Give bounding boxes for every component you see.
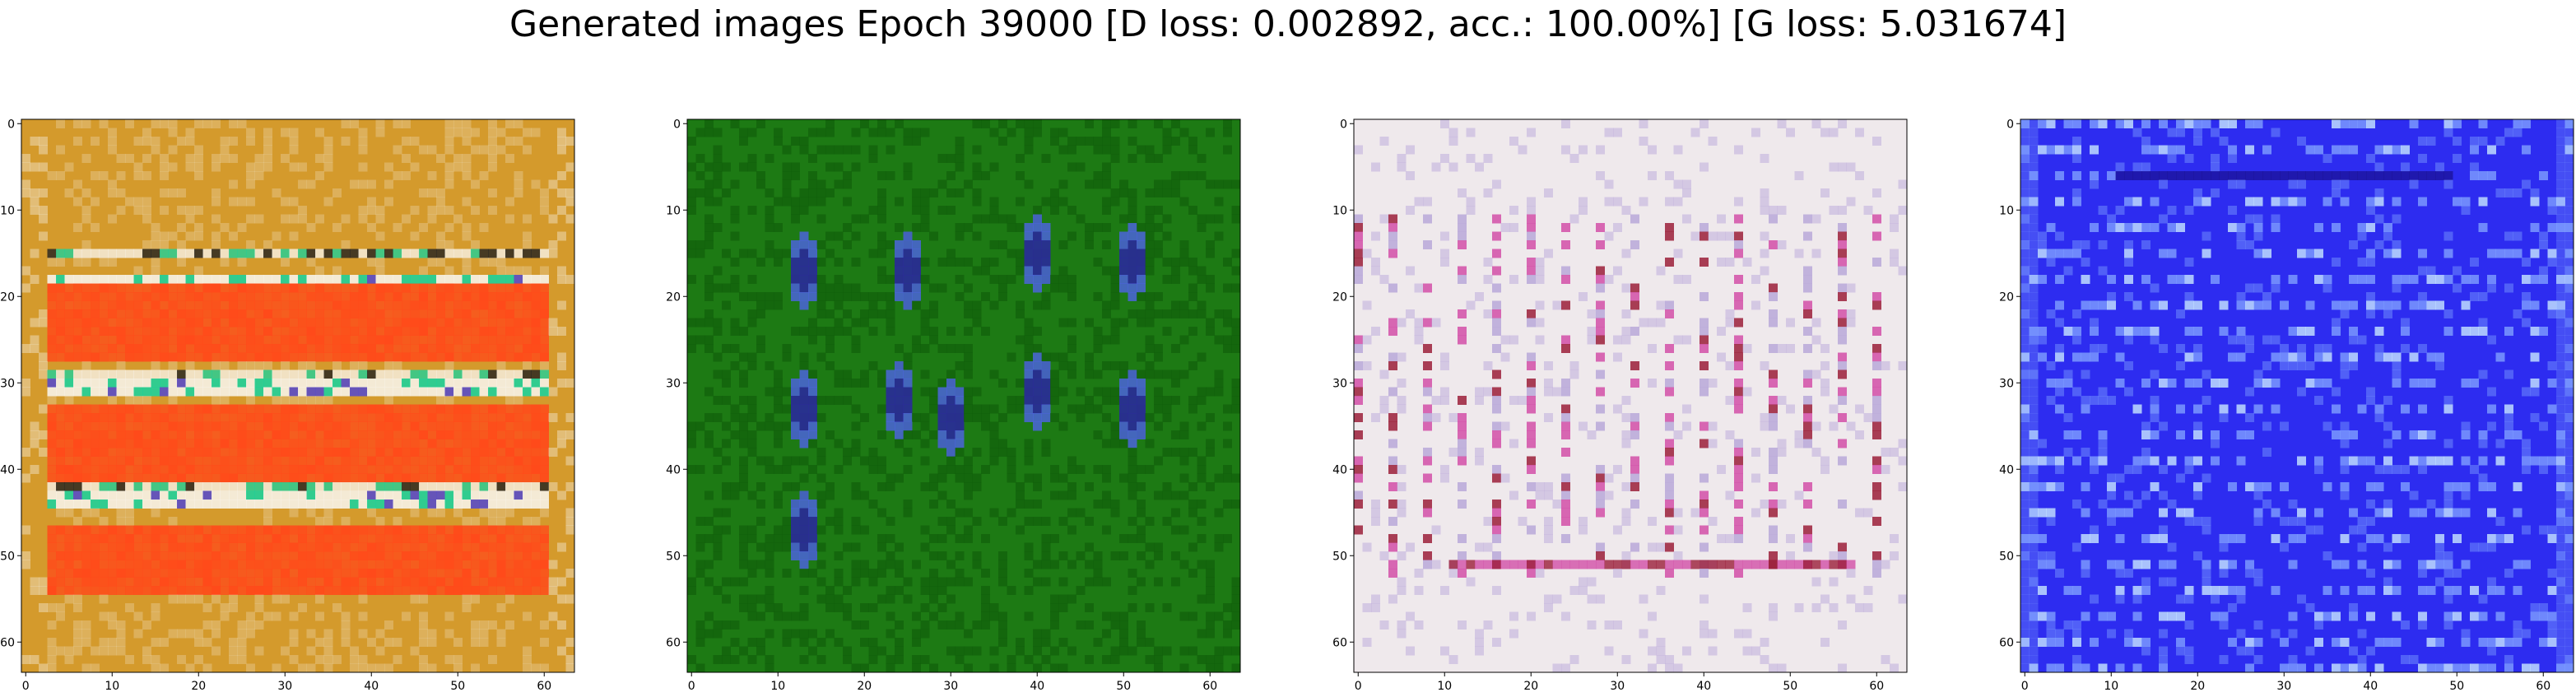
y-tick-label: 10 [0,204,15,217]
x-tick-label: 10 [770,680,785,693]
y-tick-label: 20 [1999,290,2014,304]
y-tick-label: 40 [0,463,15,476]
x-tick-label: 0 [1355,680,1362,693]
x-tick-label: 0 [22,680,30,693]
x-tick-label: 20 [1523,680,1538,693]
x-tick-label: 30 [943,680,958,693]
sample-1-image [21,119,575,673]
sample-3-image [1354,119,1908,673]
x-tick-label: 40 [1030,680,1044,693]
y-tick-label: 60 [666,636,681,649]
y-tick-label: 10 [666,204,681,217]
y-tick-label: 20 [0,290,15,304]
y-tick-label: 0 [7,118,15,131]
y-tick-label: 60 [1999,636,2014,649]
x-tick-label: 40 [364,680,379,693]
y-tick-label: 30 [1332,377,1347,390]
x-tick-label: 60 [1869,680,1884,693]
y-tick-label: 10 [1332,204,1347,217]
x-tick-label: 10 [2104,680,2118,693]
y-tick-label: 30 [0,377,15,390]
x-tick-label: 60 [537,680,551,693]
x-tick-label: 50 [1783,680,1797,693]
figure-title: Generated images Epoch 39000 [D loss: 0.… [0,0,2576,49]
x-tick-label: 30 [1610,680,1625,693]
x-tick-label: 20 [191,680,206,693]
x-tick-label: 50 [2449,680,2464,693]
y-tick-label: 40 [1332,463,1347,476]
y-tick-label: 0 [673,118,681,131]
x-tick-label: 50 [1116,680,1131,693]
y-tick-label: 10 [1999,204,2014,217]
y-tick-label: 40 [666,463,681,476]
x-tick-label: 10 [105,680,119,693]
y-tick-label: 30 [1999,377,2014,390]
x-tick-label: 40 [1696,680,1711,693]
x-tick-label: 10 [1437,680,1452,693]
y-tick-label: 20 [1332,290,1347,304]
x-tick-label: 20 [2190,680,2205,693]
x-tick-label: 40 [2363,680,2378,693]
sample-4-image [2020,119,2574,673]
x-tick-label: 20 [857,680,872,693]
x-tick-label: 0 [2021,680,2029,693]
x-tick-label: 30 [277,680,292,693]
y-tick-label: 20 [666,290,681,304]
sample-2-image [687,119,1241,673]
y-tick-label: 0 [2006,118,2014,131]
x-tick-label: 30 [2276,680,2291,693]
y-tick-label: 60 [0,636,15,649]
y-tick-label: 40 [1999,463,2014,476]
x-tick-label: 60 [2536,680,2550,693]
y-tick-label: 50 [1332,550,1347,563]
y-tick-label: 50 [666,550,681,563]
y-tick-label: 50 [1999,550,2014,563]
y-tick-label: 50 [0,550,15,563]
x-tick-label: 0 [688,680,695,693]
y-tick-label: 30 [666,377,681,390]
y-tick-label: 60 [1332,636,1347,649]
y-tick-label: 0 [1340,118,1347,131]
x-tick-label: 60 [1202,680,1217,693]
x-tick-label: 50 [450,680,465,693]
